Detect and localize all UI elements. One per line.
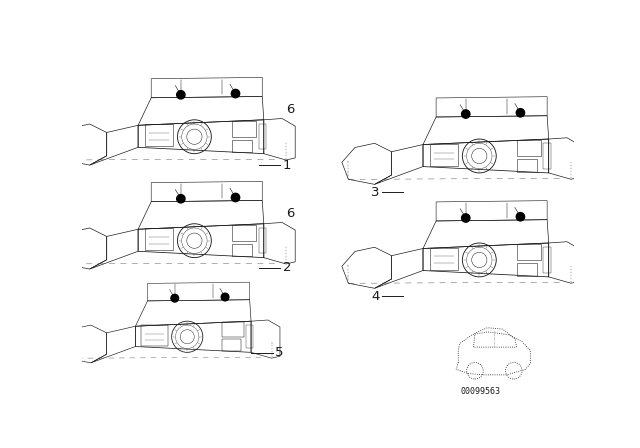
Bar bbox=[246, 325, 253, 349]
Text: 4: 4 bbox=[371, 290, 380, 303]
Bar bbox=[232, 224, 256, 241]
Bar bbox=[517, 140, 541, 156]
Bar bbox=[145, 125, 173, 146]
Circle shape bbox=[516, 108, 525, 117]
Circle shape bbox=[221, 293, 229, 301]
Text: 2: 2 bbox=[283, 261, 291, 274]
Bar bbox=[232, 121, 256, 137]
Circle shape bbox=[171, 294, 179, 302]
Text: 00099563: 00099563 bbox=[460, 387, 500, 396]
Bar bbox=[543, 247, 551, 273]
Bar bbox=[259, 228, 266, 254]
Bar bbox=[141, 325, 168, 346]
Bar bbox=[429, 144, 458, 166]
Circle shape bbox=[461, 110, 470, 118]
Text: 6: 6 bbox=[285, 103, 294, 116]
Bar bbox=[517, 263, 538, 276]
Circle shape bbox=[461, 214, 470, 222]
Circle shape bbox=[232, 194, 240, 202]
Text: 6: 6 bbox=[285, 207, 294, 220]
Circle shape bbox=[177, 194, 185, 203]
Text: 3: 3 bbox=[371, 186, 380, 199]
Bar bbox=[145, 228, 173, 250]
Bar bbox=[517, 159, 538, 172]
Circle shape bbox=[177, 90, 185, 99]
Text: 1: 1 bbox=[283, 159, 291, 172]
Bar bbox=[232, 244, 252, 256]
Bar bbox=[222, 340, 241, 351]
Bar bbox=[259, 124, 266, 150]
Bar bbox=[543, 143, 551, 169]
Bar bbox=[222, 322, 244, 337]
Text: 5: 5 bbox=[275, 346, 284, 359]
Bar bbox=[517, 244, 541, 260]
Bar bbox=[232, 140, 252, 152]
Circle shape bbox=[232, 89, 240, 98]
Circle shape bbox=[516, 212, 525, 221]
Bar bbox=[429, 248, 458, 270]
